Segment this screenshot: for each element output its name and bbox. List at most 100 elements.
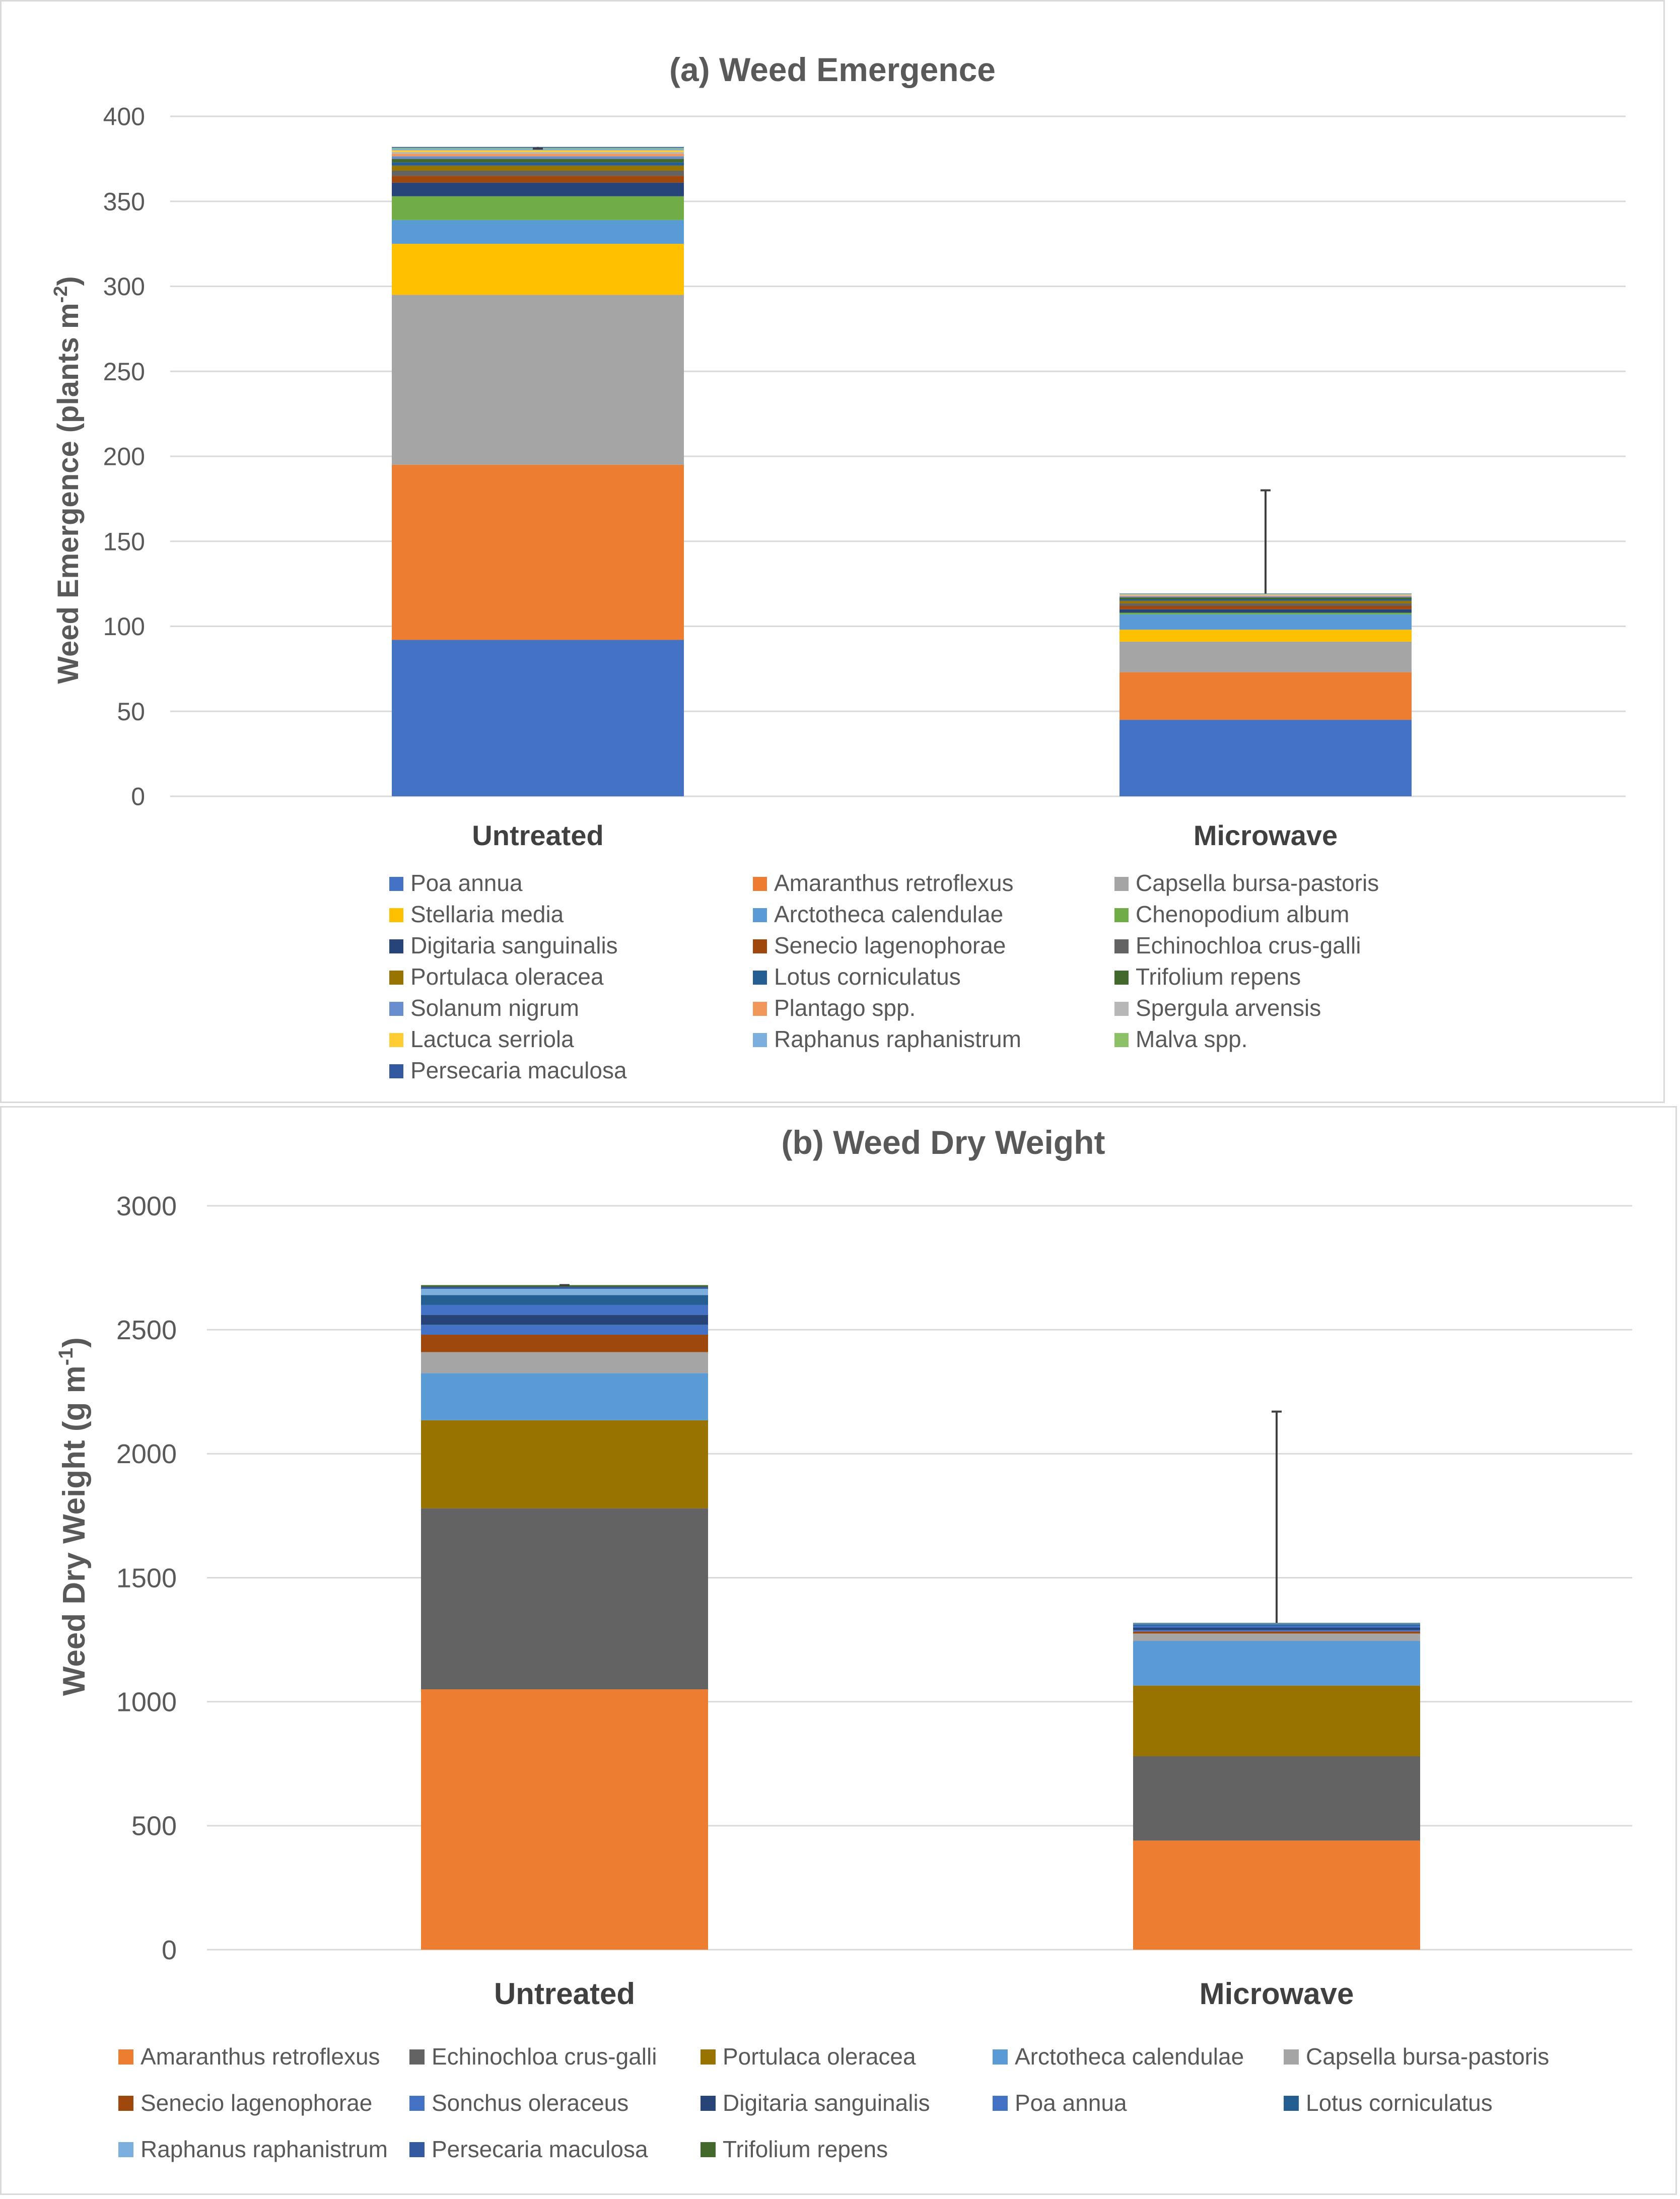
bar-segment-digitaria-sanguinalis — [1133, 1627, 1420, 1630]
legend-label: Chenopodium album — [1136, 901, 1350, 927]
x-category-label: Microwave — [1194, 819, 1338, 851]
bar-segment-sonchus-oleraceus — [421, 1325, 708, 1335]
legend-swatch — [389, 1033, 403, 1047]
bar-segment-echinochloa-crus-galli — [1119, 603, 1412, 606]
legend-label: Echinochloa crus-galli — [432, 2043, 657, 2070]
bar-segment-plantago-spp — [392, 154, 684, 157]
bar-segment-chenopodium-album — [392, 196, 684, 220]
bar-segment-senecio-lagenophorae — [421, 1335, 708, 1352]
legend-label: Portulaca oleracea — [410, 964, 604, 990]
weed-dry-weight-chart: (b) Weed Dry Weight Weed Dry Weight (g m… — [55, 1124, 1632, 2162]
legend-label: Arctotheca calendulae — [774, 901, 1003, 927]
legend-swatch — [753, 939, 767, 953]
bar-segment-capsella-bursa-pastoris — [392, 295, 684, 465]
legend-label: Amaranthus retroflexus — [141, 2043, 380, 2070]
legend-label: Trifolium repens — [723, 2136, 888, 2162]
bar-segment-plantago-spp — [1119, 595, 1412, 597]
legend-swatch — [1114, 1033, 1129, 1047]
legend-label: Sonchus oleraceus — [432, 2090, 628, 2116]
y-axis-label: Weed Dry Weight (g m-1) — [55, 1337, 92, 1696]
legend-swatch — [701, 2142, 716, 2157]
y-tick-label: 2500 — [116, 1315, 177, 1345]
x-category-label: Microwave — [1200, 1977, 1354, 2011]
legend-swatch — [389, 939, 403, 953]
legend-swatch — [118, 2049, 133, 2065]
legend-label: Solanum nigrum — [410, 995, 579, 1021]
legend-swatch — [409, 2142, 425, 2157]
legend-swatch — [701, 2096, 716, 2111]
bar-segment-spergula-arvensis — [392, 152, 684, 154]
legend-swatch — [753, 877, 767, 891]
chart-panel-weed-dry-weight: (b) Weed Dry Weight Weed Dry Weight (g m… — [0, 1106, 1677, 2195]
legend-label: Senecio lagenophorae — [774, 932, 1006, 958]
bar-segment-senecio-lagenophorae — [1133, 1631, 1420, 1634]
bar-segment-amaranthus-retroflexus — [392, 464, 684, 640]
legend-swatch — [409, 2049, 425, 2065]
y-tick-label: 0 — [162, 1935, 177, 1965]
legend-swatch — [753, 1002, 767, 1016]
bar-segment-digitaria-sanguinalis — [421, 1315, 708, 1325]
y-tick-label: 350 — [103, 187, 145, 216]
legend-label: Persecaria maculosa — [410, 1057, 627, 1083]
y-tick-label: 1500 — [116, 1563, 177, 1593]
legend-swatch — [701, 2049, 716, 2065]
bar-segment-senecio-lagenophorae — [392, 176, 684, 183]
bar-segment-poa-annua — [392, 640, 684, 796]
legend-label: Raphanus raphanistrum — [141, 2136, 388, 2162]
y-tick-label: 50 — [117, 698, 145, 726]
bar-segment-arctotheca-calendulae — [1119, 614, 1412, 630]
bar-segment-lotus-corniculatus — [392, 162, 684, 166]
bar-segment-lotus-corniculatus — [1133, 1624, 1420, 1626]
legend-label: Echinochloa crus-galli — [1136, 932, 1361, 958]
chart-title: (a) Weed Emergence — [669, 51, 996, 88]
y-tick-label: 0 — [131, 783, 145, 811]
legend-swatch — [118, 2096, 133, 2111]
legend-swatch — [1114, 877, 1129, 891]
legend-swatch — [409, 2096, 425, 2111]
legend-label: Spergula arvensis — [1136, 995, 1321, 1021]
legend-swatch — [118, 2142, 133, 2157]
bar-segment-raphanus-raphanistrum — [1119, 594, 1412, 595]
bar-segment-poa-annua — [1133, 1625, 1420, 1628]
bar-segment-poa-annua — [1119, 720, 1412, 796]
bar-segment-portulaca-oleracea — [1119, 600, 1412, 603]
bar-segment-persecaria-maculosa — [1119, 593, 1412, 594]
legend-label: Lotus corniculatus — [774, 964, 961, 990]
legend-swatch — [1284, 2049, 1299, 2065]
legend-swatch — [1114, 939, 1129, 953]
y-tick-label: 100 — [103, 612, 145, 641]
bar-segment-echinochloa-crus-galli — [421, 1508, 708, 1690]
legend-swatch — [753, 971, 767, 985]
bar-segment-spergula-arvensis — [1119, 595, 1412, 596]
y-axis-label: Weed Emergence (plants m-2) — [50, 276, 85, 684]
legend-label: Poa annua — [1015, 2090, 1127, 2116]
legend-label: Poa annua — [410, 870, 523, 896]
bar-segment-arctotheca-calendulae — [421, 1373, 708, 1420]
legend-swatch — [753, 908, 767, 922]
bar-segment-portulaca-oleracea — [421, 1420, 708, 1508]
bar-segment-capsella-bursa-pastoris — [421, 1352, 708, 1373]
bar-segment-solanum-nigrum — [392, 156, 684, 159]
bar-segment-lotus-corniculatus — [1119, 599, 1412, 601]
bar-segment-arctotheca-calendulae — [1133, 1641, 1420, 1686]
bar-segment-senecio-lagenophorae — [1119, 606, 1412, 609]
legend-swatch — [993, 2096, 1008, 2111]
bar-segment-portulaca-oleracea — [1133, 1685, 1420, 1756]
bar-segment-echinochloa-crus-galli — [392, 171, 684, 176]
chart-title: (b) Weed Dry Weight — [782, 1124, 1105, 1161]
y-tick-label: 250 — [103, 358, 145, 386]
legend-label: Raphanus raphanistrum — [774, 1026, 1021, 1052]
legend-label: Stellaria media — [410, 901, 564, 927]
bar-segment-portulaca-oleracea — [392, 165, 684, 171]
y-tick-label: 300 — [103, 272, 145, 301]
legend-swatch — [1284, 2096, 1299, 2111]
legend-label: Arctotheca calendulae — [1015, 2043, 1244, 2070]
bar-segment-chenopodium-album — [1119, 612, 1412, 614]
bar-segment-stellaria-media — [392, 244, 684, 295]
bar-segment-stellaria-media — [1119, 630, 1412, 642]
legend-label: Trifolium repens — [1136, 964, 1301, 990]
x-category-label: Untreated — [472, 819, 603, 851]
y-tick-label: 400 — [103, 103, 145, 131]
legend-label: Lactuca serriola — [410, 1026, 574, 1052]
bar-segment-arctotheca-calendulae — [392, 220, 684, 244]
